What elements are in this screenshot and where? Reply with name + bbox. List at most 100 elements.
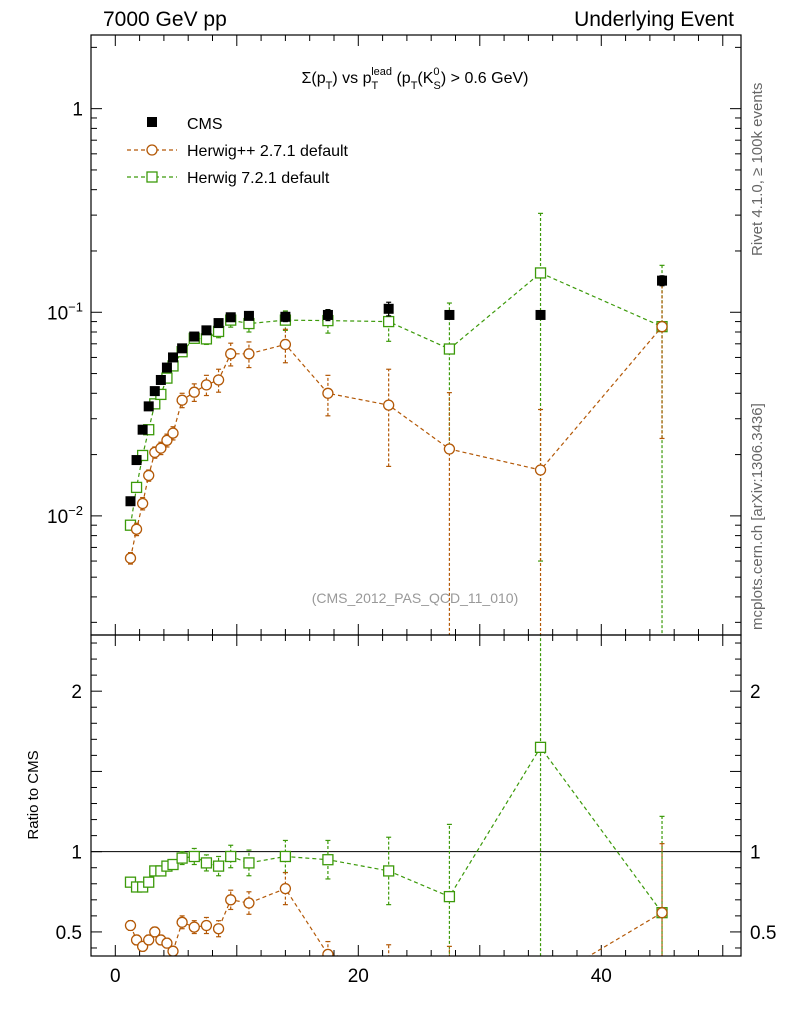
data-point-cms [131,455,142,466]
data-point-hpp [200,919,213,932]
data-point-cms [280,311,291,322]
main-panel: 110−110−2 [47,35,741,635]
main-axis-ticks [91,35,741,635]
data-point-hpp [243,897,255,909]
legend-label-cms: CMS [187,116,223,133]
data-point-hpp [188,386,200,398]
data-point-cms [213,318,224,329]
data-point-hpp [279,338,292,351]
data-point-hpp [155,442,167,454]
series-line-hpp [129,326,663,559]
data-point-cms [143,401,154,412]
series-line-hpp [129,887,663,956]
data-point-cms [155,374,166,385]
data-point-hpp [124,552,137,564]
ratio-y-tick-label-right: 0.5 [750,923,776,944]
legend-label-herwig7: Herwig 7.2.1 default [187,170,330,187]
data-point-cms [201,325,212,336]
data-point-cms [243,310,254,321]
data-point-hpp [212,374,225,386]
data-point-hpp [143,934,155,946]
data-point-h7 [534,741,547,753]
data-point-hpp [322,387,334,399]
data-point-cms [168,352,179,363]
data-point-hpp [149,926,161,938]
y-tick-label: 1 [72,100,83,121]
data-point-h7 [279,850,292,863]
data-point-cms [444,309,455,320]
analysis-watermark: (CMS_2012_PAS_QCD_11_010) [312,590,519,606]
data-point-hpp [130,523,143,535]
series-hpp [124,278,668,635]
y-tick-label-base: 10 [47,303,68,324]
mcplots-label: mcplots.cern.ch [arXiv:1306.3436] [749,403,766,630]
data-point-h7 [130,481,143,494]
data-point-h7 [534,267,547,279]
legend-marker-herwig7 [146,171,158,183]
y-tick-label-exponent: −2 [68,503,83,518]
y-tick-label-base: 1 [72,100,83,121]
y-tick-label: 10−2 [47,503,83,528]
ratio-y-tick-label: 1 [71,843,82,864]
data-point-h7 [212,860,225,872]
data-point-hpp [167,945,179,956]
data-point-hpp [225,894,237,906]
ratio-ylabel: Ratio to CMS [25,750,42,839]
data-point-cms [535,309,546,320]
data-point-hpp [161,937,173,949]
data-point-cms [149,386,160,397]
data-point-hpp [656,320,668,333]
plot-title: Σ(pT) vs pTlead (pT(K0 S) > 0.6 GeV) [302,66,529,92]
ratio-frame [90,634,742,957]
data-point-hpp [243,348,255,360]
data-point-hpp [188,921,200,933]
ratio-y-tick-label: 2 [71,682,82,703]
data-point-hpp [322,948,334,956]
legend-marker-herwigpp [146,144,158,156]
data-point-hpp [279,882,292,895]
series-line-h7 [129,272,663,526]
data-point-h7 [443,890,456,903]
data-point-cms [137,424,148,435]
y-tick-label-exponent: −1 [68,299,83,314]
data-point-hpp [656,907,668,919]
data-point-hpp [136,497,149,510]
data-point-h7 [225,850,237,863]
data-point-cms [177,343,188,354]
series-cms [125,275,668,507]
legend: CMS Herwig++ 2.7.1 default Herwig 7.2.1 … [127,116,349,187]
data-point-cms [225,312,236,323]
data-point-h7 [322,854,334,866]
y-tick-label-base: 10 [47,507,68,528]
series-hpp [124,843,668,982]
data-point-h7 [200,333,213,345]
series-h7 [124,212,668,635]
data-point-h7 [167,858,179,871]
data-point-h7 [188,850,200,863]
legend-label-herwigpp: Herwig++ 2.7.1 default [187,143,349,160]
data-point-hpp [176,916,188,928]
rivet-label: Rivet 4.1.0, ≥ 100k events [749,82,766,256]
ratio-y-tick-label: 0.5 [56,923,82,944]
x-tick-label: 20 [348,966,369,987]
data-point-hpp [200,379,213,391]
data-point-hpp [124,919,137,932]
data-point-cms [125,496,136,507]
data-point-cms [657,275,668,286]
ratio-y-tick-label-right: 2 [750,682,761,703]
y-tick-label: 10−1 [47,299,83,324]
data-point-h7 [200,857,213,869]
data-point-hpp [444,972,454,982]
data-point-cms [189,331,200,342]
legend-marker-cms [147,117,157,127]
ratio-y-tick-label-right: 1 [750,843,761,864]
data-point-hpp [161,434,173,446]
x-tick-label: 40 [591,966,612,987]
ratio-panel: 0.5 0.51 12 20 20 40 [56,635,776,987]
data-point-hpp [384,959,394,969]
x-tick-label: 0 [110,966,121,987]
data-point-hpp [383,399,395,411]
plot-frames [90,34,742,957]
data-point-hpp [225,348,237,360]
